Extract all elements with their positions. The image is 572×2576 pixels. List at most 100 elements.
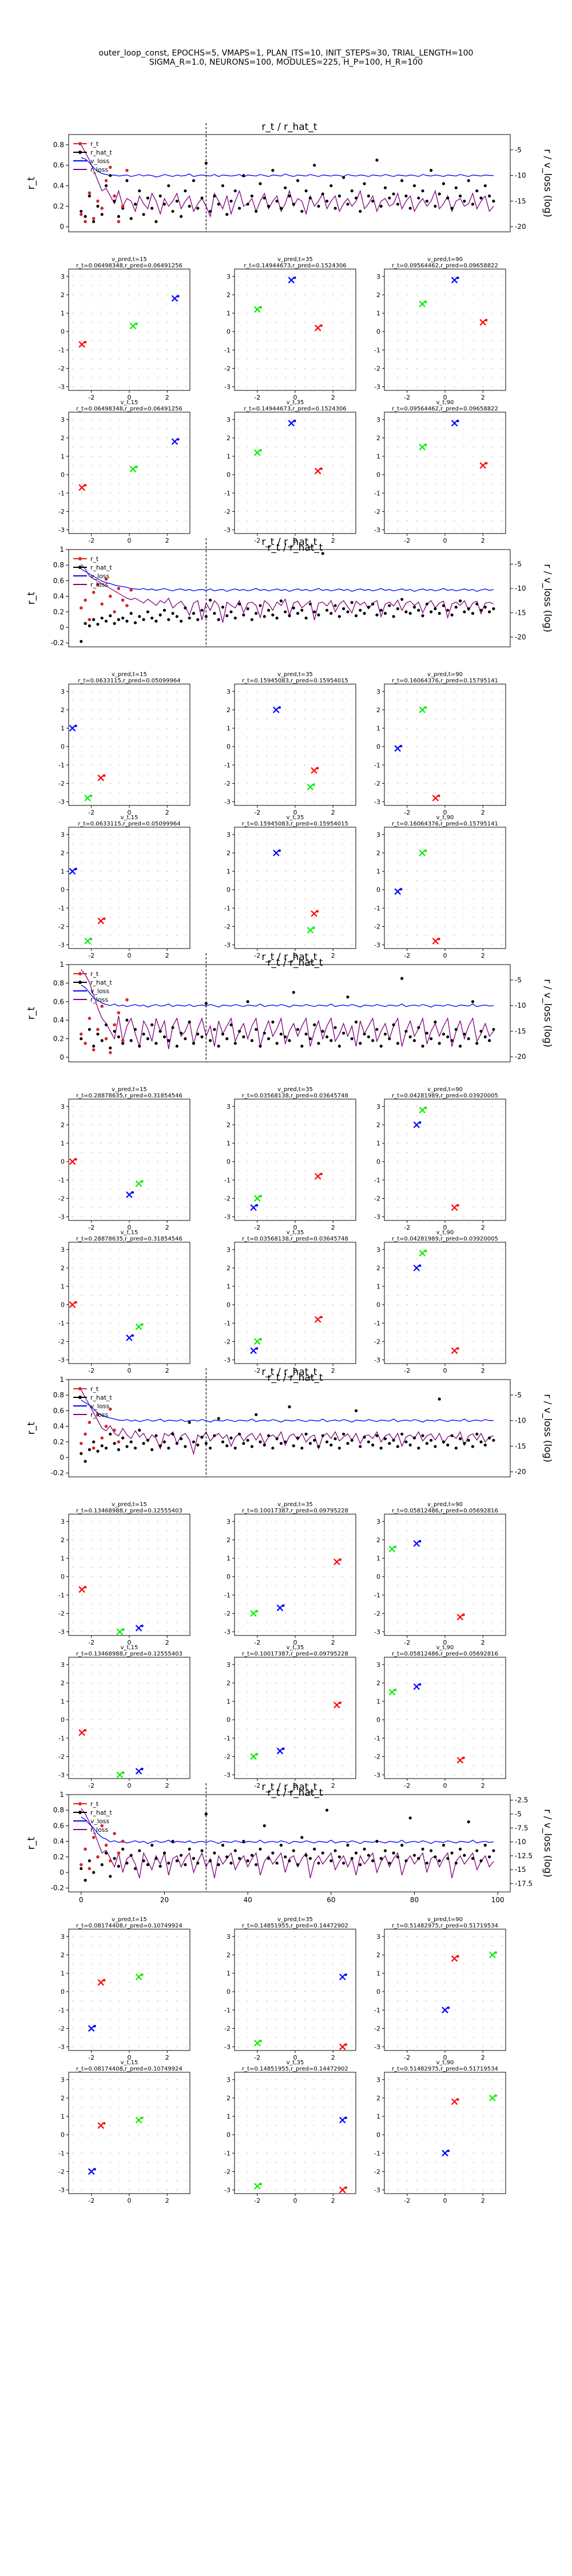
grid-dot xyxy=(100,275,102,277)
grid-dot xyxy=(129,1216,130,1218)
grid-dot xyxy=(285,852,287,854)
r-hat-t-point xyxy=(463,1854,466,1857)
r-hat-t-point xyxy=(271,169,275,172)
r-hat-t-point xyxy=(487,1855,491,1859)
grid-dot xyxy=(332,1286,334,1287)
agent-point xyxy=(456,420,459,422)
grid-dot xyxy=(397,1520,399,1522)
grid-dot xyxy=(81,871,83,872)
agent-point xyxy=(462,1613,465,1617)
r-hat-t-point xyxy=(388,1441,391,1445)
grid-dot xyxy=(387,1594,389,1596)
grid-dot xyxy=(237,1207,239,1208)
grid-dot xyxy=(237,1188,239,1190)
grid-y-tick-label: 1 xyxy=(376,725,380,732)
r-hat-t-point xyxy=(171,611,174,615)
grid-dot xyxy=(295,1216,296,1218)
grid-dot xyxy=(266,1188,268,1190)
grid-dot xyxy=(109,465,111,467)
r-hat-t-point xyxy=(259,1044,262,1048)
grid-dot xyxy=(237,1359,239,1361)
grid-dot xyxy=(332,1576,334,1578)
grid-dot xyxy=(341,349,343,351)
grid-dot xyxy=(81,322,83,323)
r-hat-t-point xyxy=(154,1434,158,1437)
r-hat-t-point xyxy=(417,1856,420,1860)
grid-dot xyxy=(100,1701,102,1702)
grid-dot xyxy=(90,1692,92,1693)
grid-dot xyxy=(416,709,418,710)
r-hat-t-point xyxy=(284,610,287,614)
grid-dot xyxy=(166,501,168,503)
grid-dot xyxy=(72,737,73,738)
r-t-point xyxy=(109,594,112,598)
agent-cross-marker xyxy=(276,1605,284,1611)
grid-dot xyxy=(119,474,121,476)
grid-dot xyxy=(72,1350,73,1352)
grid-dot xyxy=(148,294,149,295)
grid-y-tick-label: 2 xyxy=(61,434,65,442)
grid-dot xyxy=(157,368,158,369)
r-hat-t-point xyxy=(171,1026,174,1029)
grid-dot xyxy=(332,428,334,429)
grid-dot xyxy=(72,418,73,420)
grid-dot xyxy=(237,275,239,277)
grid-dot xyxy=(313,492,315,494)
grid-dot xyxy=(100,1594,102,1596)
grid-dot xyxy=(313,1143,315,1144)
r-hat-t-point xyxy=(125,1862,129,1865)
grid-dot xyxy=(166,1548,168,1550)
grid-dot xyxy=(185,1332,187,1333)
grid-dot xyxy=(501,898,503,900)
grid-dot xyxy=(72,1765,73,1767)
grid-dot xyxy=(313,285,315,286)
grid-dot xyxy=(266,801,268,803)
grid-dot xyxy=(185,303,187,305)
grid-dot xyxy=(81,492,83,494)
grid-dot xyxy=(119,916,121,918)
grid-dot xyxy=(501,437,503,438)
grid-dot xyxy=(138,428,140,429)
grid-dot xyxy=(256,1520,258,1522)
grid-dot xyxy=(295,501,296,503)
grid-y-tick-label: 3 xyxy=(61,1518,65,1526)
grid-dot xyxy=(482,871,484,872)
grid-dot xyxy=(72,1558,73,1559)
grid-dot xyxy=(129,1332,130,1333)
grid-dot xyxy=(406,773,408,775)
grid-dot xyxy=(482,1594,484,1596)
grid-dot xyxy=(332,1322,334,1324)
grid-dot xyxy=(304,1161,305,1163)
agent-point xyxy=(259,306,262,309)
grid-dot xyxy=(491,483,493,485)
grid-dot xyxy=(148,737,149,738)
grid-y-tick-label: -2 xyxy=(58,508,65,515)
r-t-point xyxy=(88,191,92,195)
grid-dot xyxy=(435,1258,436,1259)
grid-dot xyxy=(247,1198,249,1199)
grid-dot xyxy=(90,1170,92,1172)
grid-dot xyxy=(387,529,389,531)
grid-dot xyxy=(148,511,149,512)
grid-dot xyxy=(109,1249,111,1250)
grid-dot xyxy=(351,718,353,720)
grid-dot xyxy=(109,916,111,918)
grid-dot xyxy=(138,377,140,378)
grid-dot xyxy=(100,1350,102,1352)
grid-dot xyxy=(341,764,343,766)
grid-dot xyxy=(129,492,130,494)
grid-dot xyxy=(313,700,315,701)
r-hat-t-point xyxy=(217,618,220,621)
grid-dot xyxy=(129,529,130,531)
grid-dot xyxy=(425,1188,427,1190)
grid-dot xyxy=(129,944,130,946)
agent-point xyxy=(394,1545,397,1548)
grid-dot xyxy=(435,1124,436,1125)
grid-dot xyxy=(425,1322,427,1324)
grid-dot xyxy=(275,1341,277,1342)
grid-dot xyxy=(472,447,474,448)
r-hat-t-point xyxy=(125,619,129,623)
r-hat-t-point xyxy=(129,1440,133,1444)
grid-dot xyxy=(397,833,399,835)
grid-dot xyxy=(435,1350,436,1352)
